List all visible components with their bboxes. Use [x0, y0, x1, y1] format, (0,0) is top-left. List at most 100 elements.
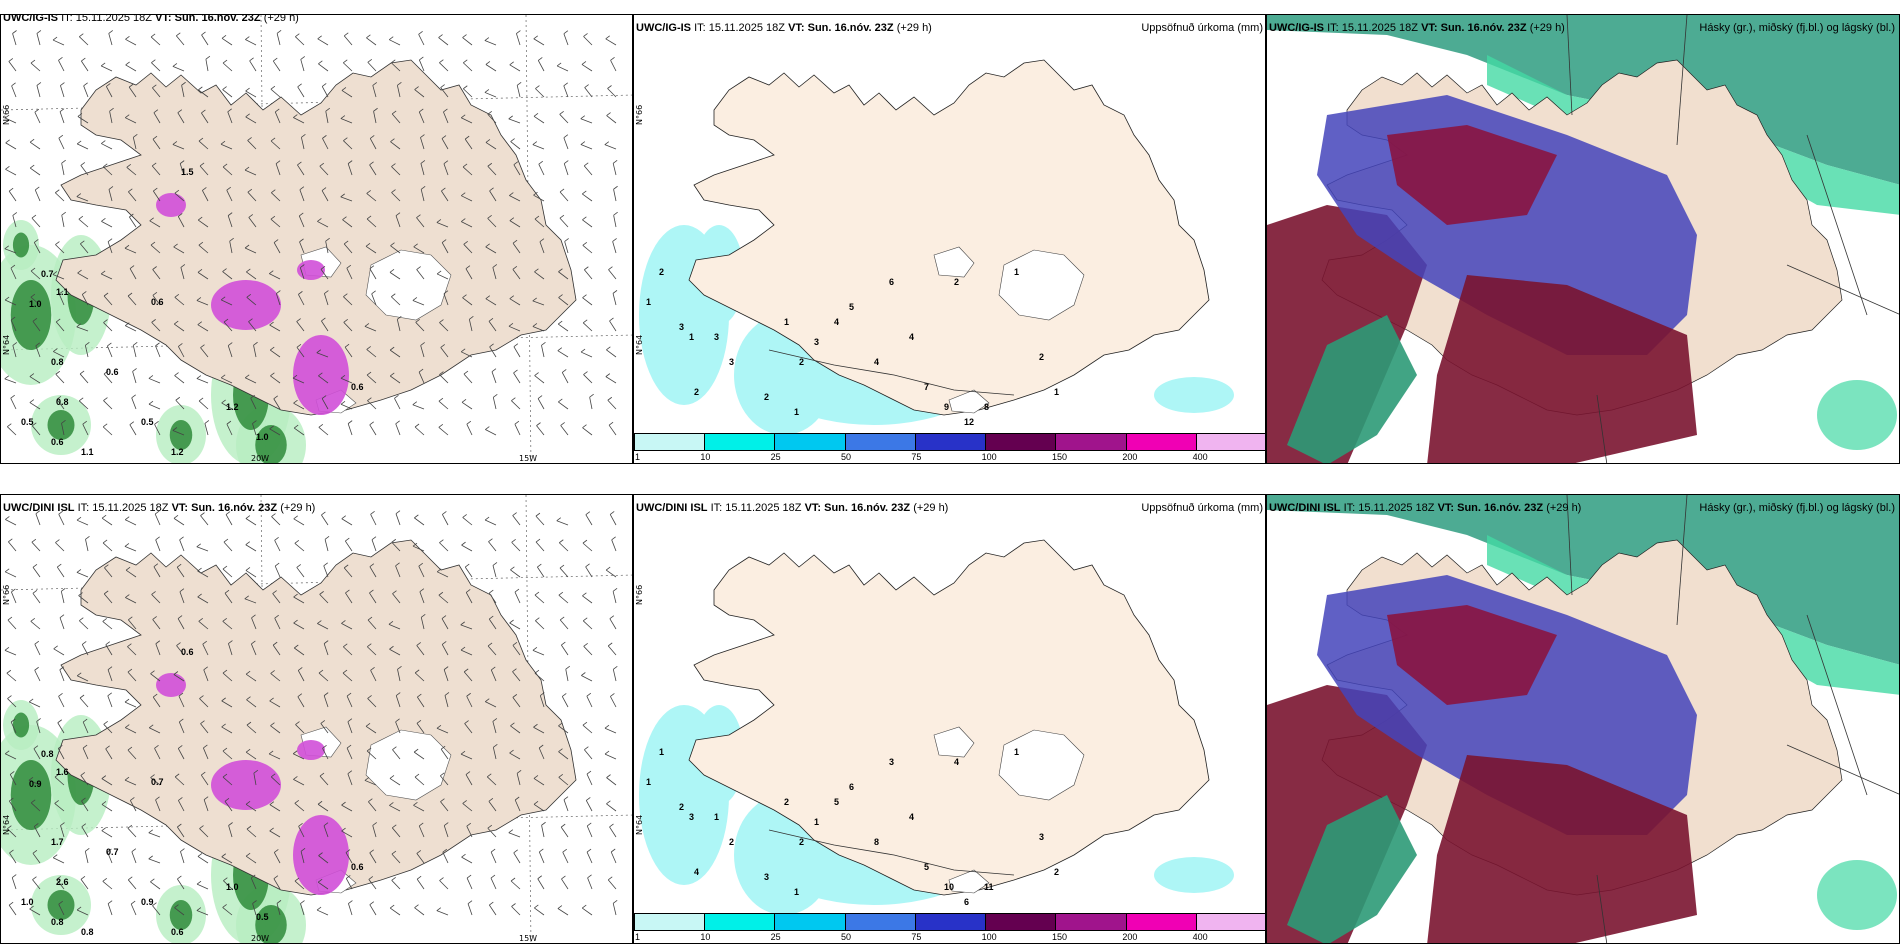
wind-barb-feather — [5, 139, 10, 144]
wind-barb — [152, 619, 161, 630]
wind-barb-feather — [321, 187, 327, 191]
wind-barb — [29, 141, 41, 150]
wind-barb — [395, 423, 401, 436]
wind-barb — [299, 267, 305, 280]
wind-barb — [581, 64, 593, 72]
wind-barb-feather — [275, 108, 280, 113]
wind-barb-feather — [301, 133, 306, 138]
wind-barb — [440, 87, 449, 98]
wind-barb — [508, 325, 521, 332]
wind-barb-feather — [444, 692, 450, 696]
wind-barb-feather — [391, 850, 397, 855]
wind-barb-feather — [11, 588, 16, 593]
wind-barb-feather — [178, 343, 183, 347]
wind-barb-feather — [586, 848, 592, 853]
wind-barb — [293, 427, 305, 436]
wind-barb-feather — [58, 692, 63, 697]
wind-barb — [436, 273, 449, 280]
wind-barb-feather — [129, 421, 135, 426]
wind-barb-feather — [366, 215, 372, 220]
wind-barb — [101, 143, 113, 150]
wind-barb-feather — [82, 641, 87, 645]
wind-barb-feather — [488, 615, 494, 620]
wind-barb-feather — [606, 800, 611, 805]
wind-barb-feather — [293, 776, 298, 780]
wind-barb-feather — [580, 141, 586, 145]
wind-barb-feather — [107, 342, 112, 347]
wind-value-label: 1.6 — [56, 767, 69, 777]
wind-barb-feather — [59, 666, 65, 671]
wind-barb — [10, 319, 17, 332]
wind-barb-feather — [364, 777, 370, 781]
wind-barb — [436, 727, 449, 734]
wind-barb-feather — [271, 189, 276, 194]
wind-barb — [60, 85, 65, 98]
wind-barb-feather — [107, 666, 113, 670]
wind-barb-feather — [272, 641, 278, 646]
wind-barb — [125, 519, 137, 526]
legend-tick: 10 — [700, 932, 711, 942]
precip-value-label: 1 — [714, 812, 719, 822]
wind-barb-feather — [76, 516, 82, 521]
wind-barb-feather — [7, 695, 12, 699]
wind-barb — [582, 724, 593, 734]
wind-barb — [129, 216, 137, 228]
wind-barb — [343, 243, 353, 254]
wind-barb — [152, 269, 161, 280]
wind-barb-feather — [197, 567, 202, 572]
wind-barb — [61, 215, 65, 228]
wind-value-label: 0.7 — [41, 269, 54, 279]
wind-barb-feather — [197, 269, 203, 273]
wind-barb — [125, 597, 137, 604]
wind-barb — [151, 165, 161, 176]
glacier — [365, 249, 452, 321]
wind-barb-feather — [246, 268, 251, 273]
wind-barb-feather — [12, 342, 18, 346]
precip-value-label: 3 — [729, 357, 734, 367]
wind-barb-feather — [395, 718, 400, 723]
wind-barb — [249, 60, 257, 72]
wind-barb-feather — [197, 216, 203, 221]
wind-barb — [511, 400, 521, 410]
wind-barb — [367, 61, 377, 72]
wind-barb-feather — [151, 59, 156, 63]
wind-barb — [559, 542, 569, 552]
wind-value-label: 0.6 — [51, 437, 64, 447]
wind-barb-feather — [322, 744, 327, 749]
wind-barb-feather — [582, 617, 588, 622]
wind-barb-feather — [581, 904, 587, 909]
wind-barb — [485, 142, 497, 150]
wind-value-label: 0.5 — [256, 912, 269, 922]
wind-barb — [416, 269, 425, 280]
wind-barb-feather — [347, 770, 353, 775]
wind-barb-feather — [228, 342, 233, 346]
wind-barb-feather — [253, 341, 258, 346]
wind-barb — [56, 566, 65, 578]
wind-barb-feather — [609, 823, 614, 828]
wind-barb-feather — [173, 671, 179, 675]
boundary-line — [1676, 15, 1688, 146]
precip-title: Uppsöfnuð úrkoma (mm) — [1141, 502, 1263, 514]
wind-barb — [174, 323, 185, 332]
wind-barb — [298, 294, 305, 306]
wind-barb-feather — [397, 665, 402, 670]
wind-barb-feather — [55, 370, 61, 375]
legend-swatch — [986, 914, 1057, 930]
wind-barb — [79, 373, 89, 384]
wind-barb — [368, 879, 377, 890]
wind-barb — [172, 430, 185, 436]
wind-barb — [534, 218, 545, 228]
wind-barb-feather — [460, 750, 466, 755]
wind-barb — [508, 832, 521, 838]
wind-value-label: 1.2 — [226, 402, 239, 412]
wind-barb-feather — [248, 214, 254, 218]
wind-barb-feather — [276, 900, 282, 904]
wind-barb-feather — [462, 514, 467, 518]
wind-barb-feather — [80, 875, 86, 880]
wind-barb — [436, 222, 449, 228]
wind-barb-feather — [52, 36, 58, 41]
wind-barb — [77, 675, 89, 682]
wind-barb — [10, 267, 17, 280]
wind-barb — [414, 776, 425, 786]
wind-barb-feather — [465, 265, 471, 269]
